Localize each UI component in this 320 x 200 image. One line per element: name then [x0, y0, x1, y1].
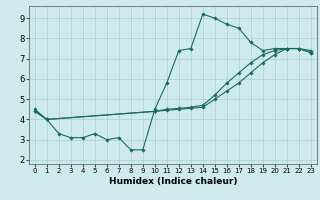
X-axis label: Humidex (Indice chaleur): Humidex (Indice chaleur)	[108, 177, 237, 186]
